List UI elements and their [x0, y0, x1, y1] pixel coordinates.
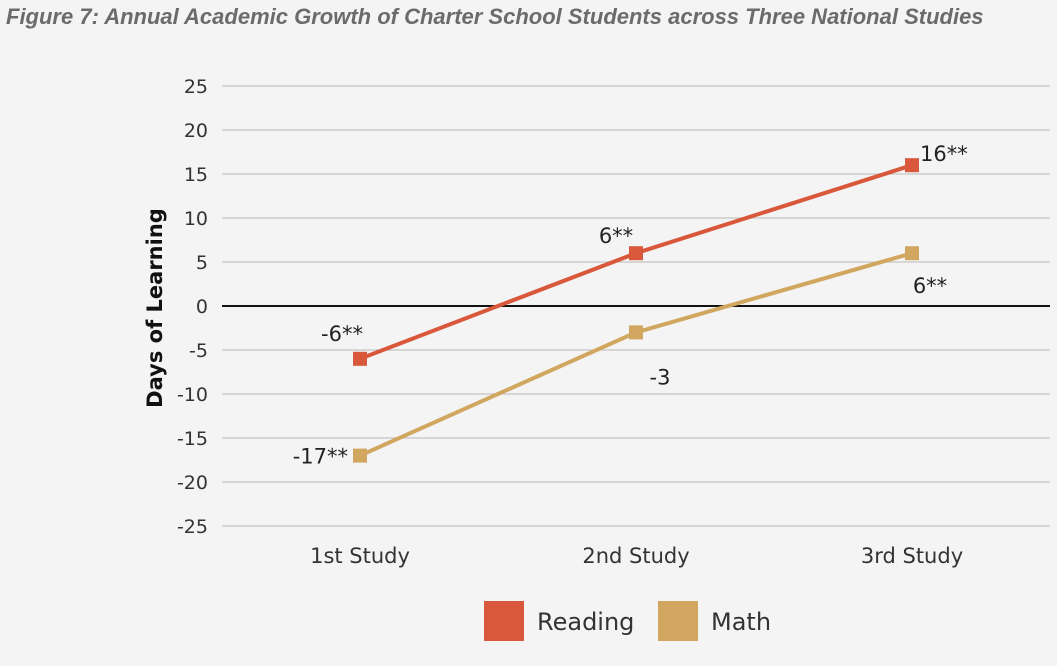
- y-axis-label: Days of Learning: [143, 208, 167, 408]
- data-point-math: [353, 448, 367, 463]
- y-tick-label: 0: [196, 296, 208, 318]
- x-tick-label: 2nd Study: [582, 544, 689, 568]
- y-tick-labels: 25 20 15 10 5 0 -5 -10 -15 -20 -25: [177, 76, 208, 538]
- series-line-math: [359, 251, 913, 458]
- y-tick-label: 5: [196, 252, 208, 274]
- legend-swatch-math: [658, 601, 698, 641]
- data-label: 6**: [599, 224, 633, 248]
- data-point-reading: [905, 158, 919, 173]
- y-tick-label: 25: [184, 76, 208, 98]
- y-tick-label: -25: [177, 516, 208, 538]
- y-tick-label: 15: [184, 164, 208, 186]
- grid-lines: [222, 85, 1050, 527]
- legend-label-math: Math: [711, 608, 771, 636]
- legend: Reading Math: [484, 601, 771, 641]
- data-point-reading: [353, 351, 367, 366]
- y-tick-label: -5: [189, 340, 208, 362]
- legend-label-reading: Reading: [537, 608, 634, 636]
- x-tick-label: 3rd Study: [861, 544, 963, 568]
- x-tick-label: 1st Study: [310, 544, 410, 568]
- y-tick-label: -20: [177, 472, 208, 494]
- legend-swatch-reading: [484, 601, 524, 641]
- data-point-math: [905, 246, 919, 261]
- data-label: 16**: [920, 142, 968, 166]
- y-tick-label: -10: [177, 384, 208, 406]
- data-label: -6**: [321, 322, 363, 346]
- data-label: -17**: [293, 445, 348, 469]
- data-label: -3: [650, 365, 671, 389]
- y-tick-label: 20: [184, 120, 208, 142]
- y-tick-label: -15: [177, 428, 208, 450]
- data-label: 6**: [913, 274, 947, 298]
- chart-title: Figure 7: Annual Academic Growth of Char…: [6, 4, 984, 29]
- x-tick-labels: 1st Study 2nd Study 3rd Study: [310, 544, 963, 568]
- series-lines: -6** 6** 16** -17** -3 6**: [293, 142, 968, 468]
- y-tick-label: 10: [184, 208, 208, 230]
- data-point-reading: [629, 246, 643, 261]
- data-point-math: [629, 325, 643, 340]
